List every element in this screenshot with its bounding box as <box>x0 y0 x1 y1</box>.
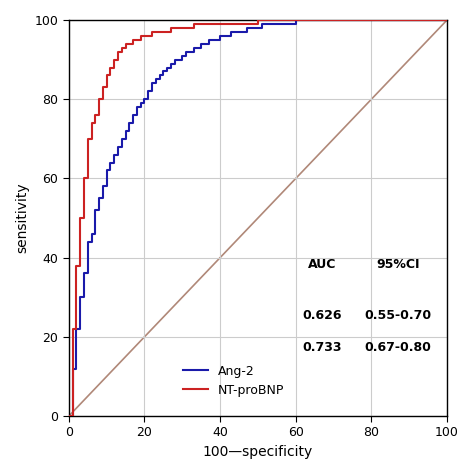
Text: 0.626: 0.626 <box>302 309 342 322</box>
Text: 0.55-0.70: 0.55-0.70 <box>365 309 431 322</box>
Y-axis label: sensitivity: sensitivity <box>15 182 29 253</box>
Text: 0.67-0.80: 0.67-0.80 <box>365 341 431 354</box>
Text: 95%CI: 95%CI <box>376 257 419 271</box>
X-axis label: 100—specificity: 100—specificity <box>203 445 313 459</box>
Text: 0.733: 0.733 <box>302 341 342 354</box>
Legend: Ang-2, NT-proBNP: Ang-2, NT-proBNP <box>178 360 290 402</box>
Text: AUC: AUC <box>308 257 337 271</box>
